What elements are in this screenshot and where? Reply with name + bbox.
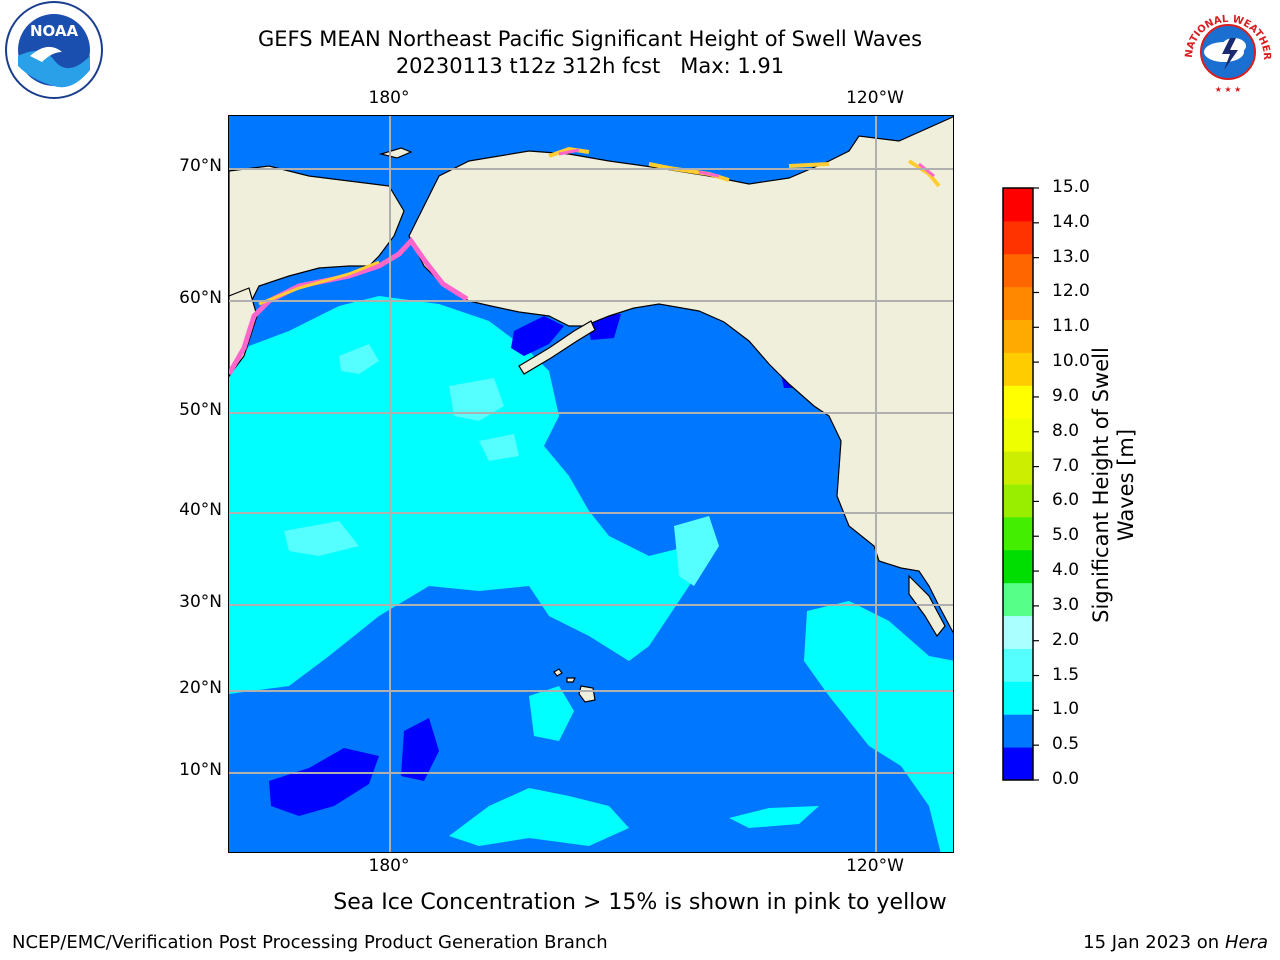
- lat-label-70n: 70°N: [179, 156, 222, 176]
- land-kamchatka: [229, 287, 258, 377]
- colorbar-swatch: [1003, 648, 1033, 682]
- colorbar-tick-label: 1.5: [1052, 664, 1080, 685]
- colorbar-swatch: [1003, 352, 1033, 386]
- sea-ice-note: Sea Ice Concentration > 15% is shown in …: [333, 890, 947, 915]
- lat-label-30n: 30°N: [179, 592, 222, 612]
- colorbar-swatch: [1003, 681, 1033, 715]
- colorbar-tick-label: 6.0: [1052, 490, 1080, 511]
- colorbar-label: Significant Height of Swell Waves [m]: [1089, 347, 1138, 623]
- land-alaska-peninsula: [518, 320, 596, 375]
- land-st-lawrence-island: [378, 147, 413, 159]
- colorbar-tick-label: 0.5: [1052, 734, 1080, 755]
- colorbar-tick-label: 7.0: [1052, 455, 1080, 476]
- title-line-2: 20230113 t12z 312h fcst Max: 1.91: [395, 54, 785, 78]
- graticule: [229, 116, 953, 852]
- colorbar-swatch: [1003, 582, 1033, 617]
- noaa-logo-text: NOAA: [30, 22, 79, 40]
- colorbar-tick-label: 12.0: [1052, 281, 1090, 302]
- sea-ice-arctic: [548, 146, 941, 188]
- colorbar-swatch: [1003, 714, 1033, 748]
- colorbar-tick-label: 11.0: [1052, 316, 1090, 337]
- colorbar-swatch: [1003, 516, 1033, 551]
- colorbar-swatch: [1003, 220, 1033, 255]
- colorbar-swatch: [1003, 286, 1033, 321]
- colorbar-tick-label: 13.0: [1052, 246, 1090, 267]
- colorbar-tick-label: 3.0: [1052, 594, 1080, 615]
- lon-label-bottom-120w: 120°W: [846, 856, 904, 876]
- swell-field-1p0-1p5-patch-2: [729, 806, 819, 828]
- colorbar-tick-label: 14.0: [1052, 211, 1090, 232]
- swell-field-1p0-1p5-south: [449, 788, 629, 846]
- swell-field-0p0-0p5-b: [401, 718, 439, 781]
- colorbar-swatch: [1003, 418, 1033, 452]
- noaa-logo: NOAA: [5, 1, 103, 99]
- land-hawaii: [553, 668, 596, 703]
- swell-field-0p0-0p5-c: [511, 316, 564, 356]
- chart-title: GEFS MEAN Northeast Pacific Significant …: [0, 26, 1180, 80]
- lat-label-50n: 50°N: [179, 400, 222, 420]
- colorbar-tick-label: 4.0: [1052, 560, 1080, 581]
- title-line-1: GEFS MEAN Northeast Pacific Significant …: [257, 27, 923, 51]
- map-frame: [228, 115, 954, 853]
- swell-field-1p5-2p0-a: [339, 344, 379, 374]
- footer-credit: NCEP/EMC/Verification Post Processing Pr…: [12, 932, 608, 953]
- lat-label-60n: 60°N: [179, 288, 222, 308]
- colorbar-swatch: [1003, 747, 1033, 781]
- colorbar-tick-label: 9.0: [1052, 385, 1080, 406]
- colorbar-tick-label: 2.0: [1052, 629, 1080, 650]
- swell-field-1p0-1p5-patch: [529, 686, 574, 741]
- sea-ice-bering-yellow: [258, 260, 380, 306]
- colorbar-swatch: [1003, 319, 1033, 353]
- svg-text:★ ★ ★: ★ ★ ★: [1215, 85, 1242, 94]
- swell-height-map: [229, 116, 953, 852]
- colorbar-swatch: [1003, 385, 1033, 419]
- swell-field-1p5-2p0-e: [479, 434, 519, 461]
- colorbar-tick-label: 5.0: [1052, 525, 1080, 546]
- colorbar-swatch: [1003, 484, 1033, 518]
- colorbar-tick-label: 10.0: [1052, 351, 1090, 372]
- footer-date: 15 Jan 2023 on Hera: [1083, 932, 1268, 953]
- colorbar-tick-label: 15.0: [1052, 177, 1090, 197]
- lon-label-top-180: 180°: [368, 88, 410, 108]
- colorbar-swatch: [1003, 188, 1033, 222]
- colorbar-swatch: [1003, 615, 1033, 649]
- lat-label-10n: 10°N: [179, 760, 222, 780]
- colorbar-swatch: [1003, 253, 1033, 288]
- lon-label-bottom-180: 180°: [368, 856, 410, 876]
- footer-date-text: 15 Jan 2023 on: [1083, 932, 1225, 953]
- lat-label-40n: 40°N: [179, 500, 222, 520]
- swell-field-1p5-2p0-d: [674, 516, 719, 586]
- lat-label-20n: 20°N: [179, 678, 222, 698]
- colorbar-tick-label: 1.0: [1052, 699, 1080, 720]
- colorbar-swatch: [1003, 451, 1033, 485]
- swell-field-1p5-2p0-c: [284, 521, 359, 556]
- lon-label-top-120w: 120°W: [846, 88, 904, 108]
- colorbar-outline: [1002, 187, 1034, 781]
- sea-ice-bering: [229, 237, 469, 376]
- footer-host: Hera: [1224, 932, 1268, 953]
- swell-field-1p0-1p5-north: [229, 296, 709, 694]
- nws-logo: NATIONAL WEATHER SERVICE ★ ★ ★: [1178, 0, 1274, 96]
- colorbar-tick-label: 0.0: [1052, 769, 1080, 789]
- colorbar-tick-label: 8.0: [1052, 420, 1080, 441]
- swell-field-1p0-1p5-east: [804, 601, 953, 852]
- swell-field-1p5-2p0-b: [449, 378, 504, 421]
- colorbar-swatch: [1003, 549, 1033, 584]
- swell-field-0p0-0p5-a: [269, 748, 379, 816]
- colorbar: [1002, 187, 1039, 781]
